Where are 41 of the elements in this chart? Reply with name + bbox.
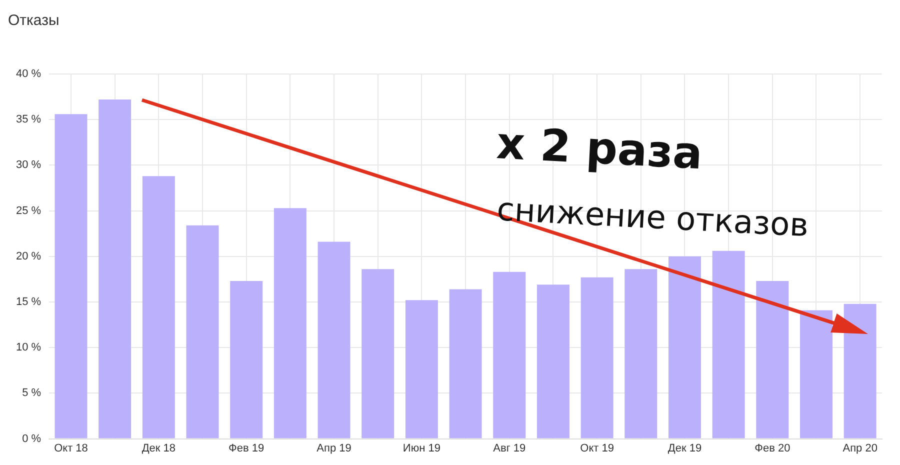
bar (186, 225, 219, 438)
bar (493, 272, 526, 438)
y-tick-label: 5 % (22, 387, 42, 400)
bar (142, 176, 175, 438)
x-tick-label: Апр 19 (316, 442, 352, 454)
bar (536, 284, 570, 438)
x-tick-label: Июн 19 (402, 442, 440, 454)
x-tick-label: Дек 19 (668, 442, 702, 454)
bar (405, 300, 438, 438)
bar (230, 281, 263, 438)
x-tick-label: Авг 19 (493, 442, 526, 454)
bar (318, 242, 350, 438)
y-tick-label: 30 % (16, 159, 42, 172)
x-tick-label: Окт 19 (580, 442, 614, 454)
y-tick-label: 35 % (16, 114, 42, 126)
bar (756, 281, 789, 438)
bar (449, 289, 482, 438)
x-tick-label: Апр 20 (842, 442, 878, 454)
x-tick-label: Окт 18 (54, 442, 88, 454)
bar (98, 100, 132, 438)
bar (624, 269, 658, 438)
annotation: снижение отказов (496, 190, 810, 244)
bar (800, 310, 832, 438)
y-tick-label: 0 % (22, 432, 42, 445)
annotation: x 2 раза (495, 118, 704, 180)
y-tick-label: 15 % (16, 296, 42, 308)
x-tick-label: Фев 20 (754, 442, 790, 454)
x-tick-label: Фев 19 (228, 442, 264, 454)
y-tick-label: 20 % (16, 250, 42, 262)
bar (712, 250, 745, 438)
y-tick-label: 10 % (16, 342, 42, 354)
bar (668, 256, 701, 438)
y-tick-label: 25 % (16, 204, 42, 217)
bar (274, 208, 306, 438)
bar (54, 114, 88, 438)
chart-title: Отказы (8, 12, 60, 30)
x-tick-label: Дек 18 (142, 442, 176, 454)
bar (580, 277, 614, 438)
y-tick-label: 40 % (16, 68, 42, 80)
bar (362, 269, 394, 438)
bar (844, 304, 876, 438)
